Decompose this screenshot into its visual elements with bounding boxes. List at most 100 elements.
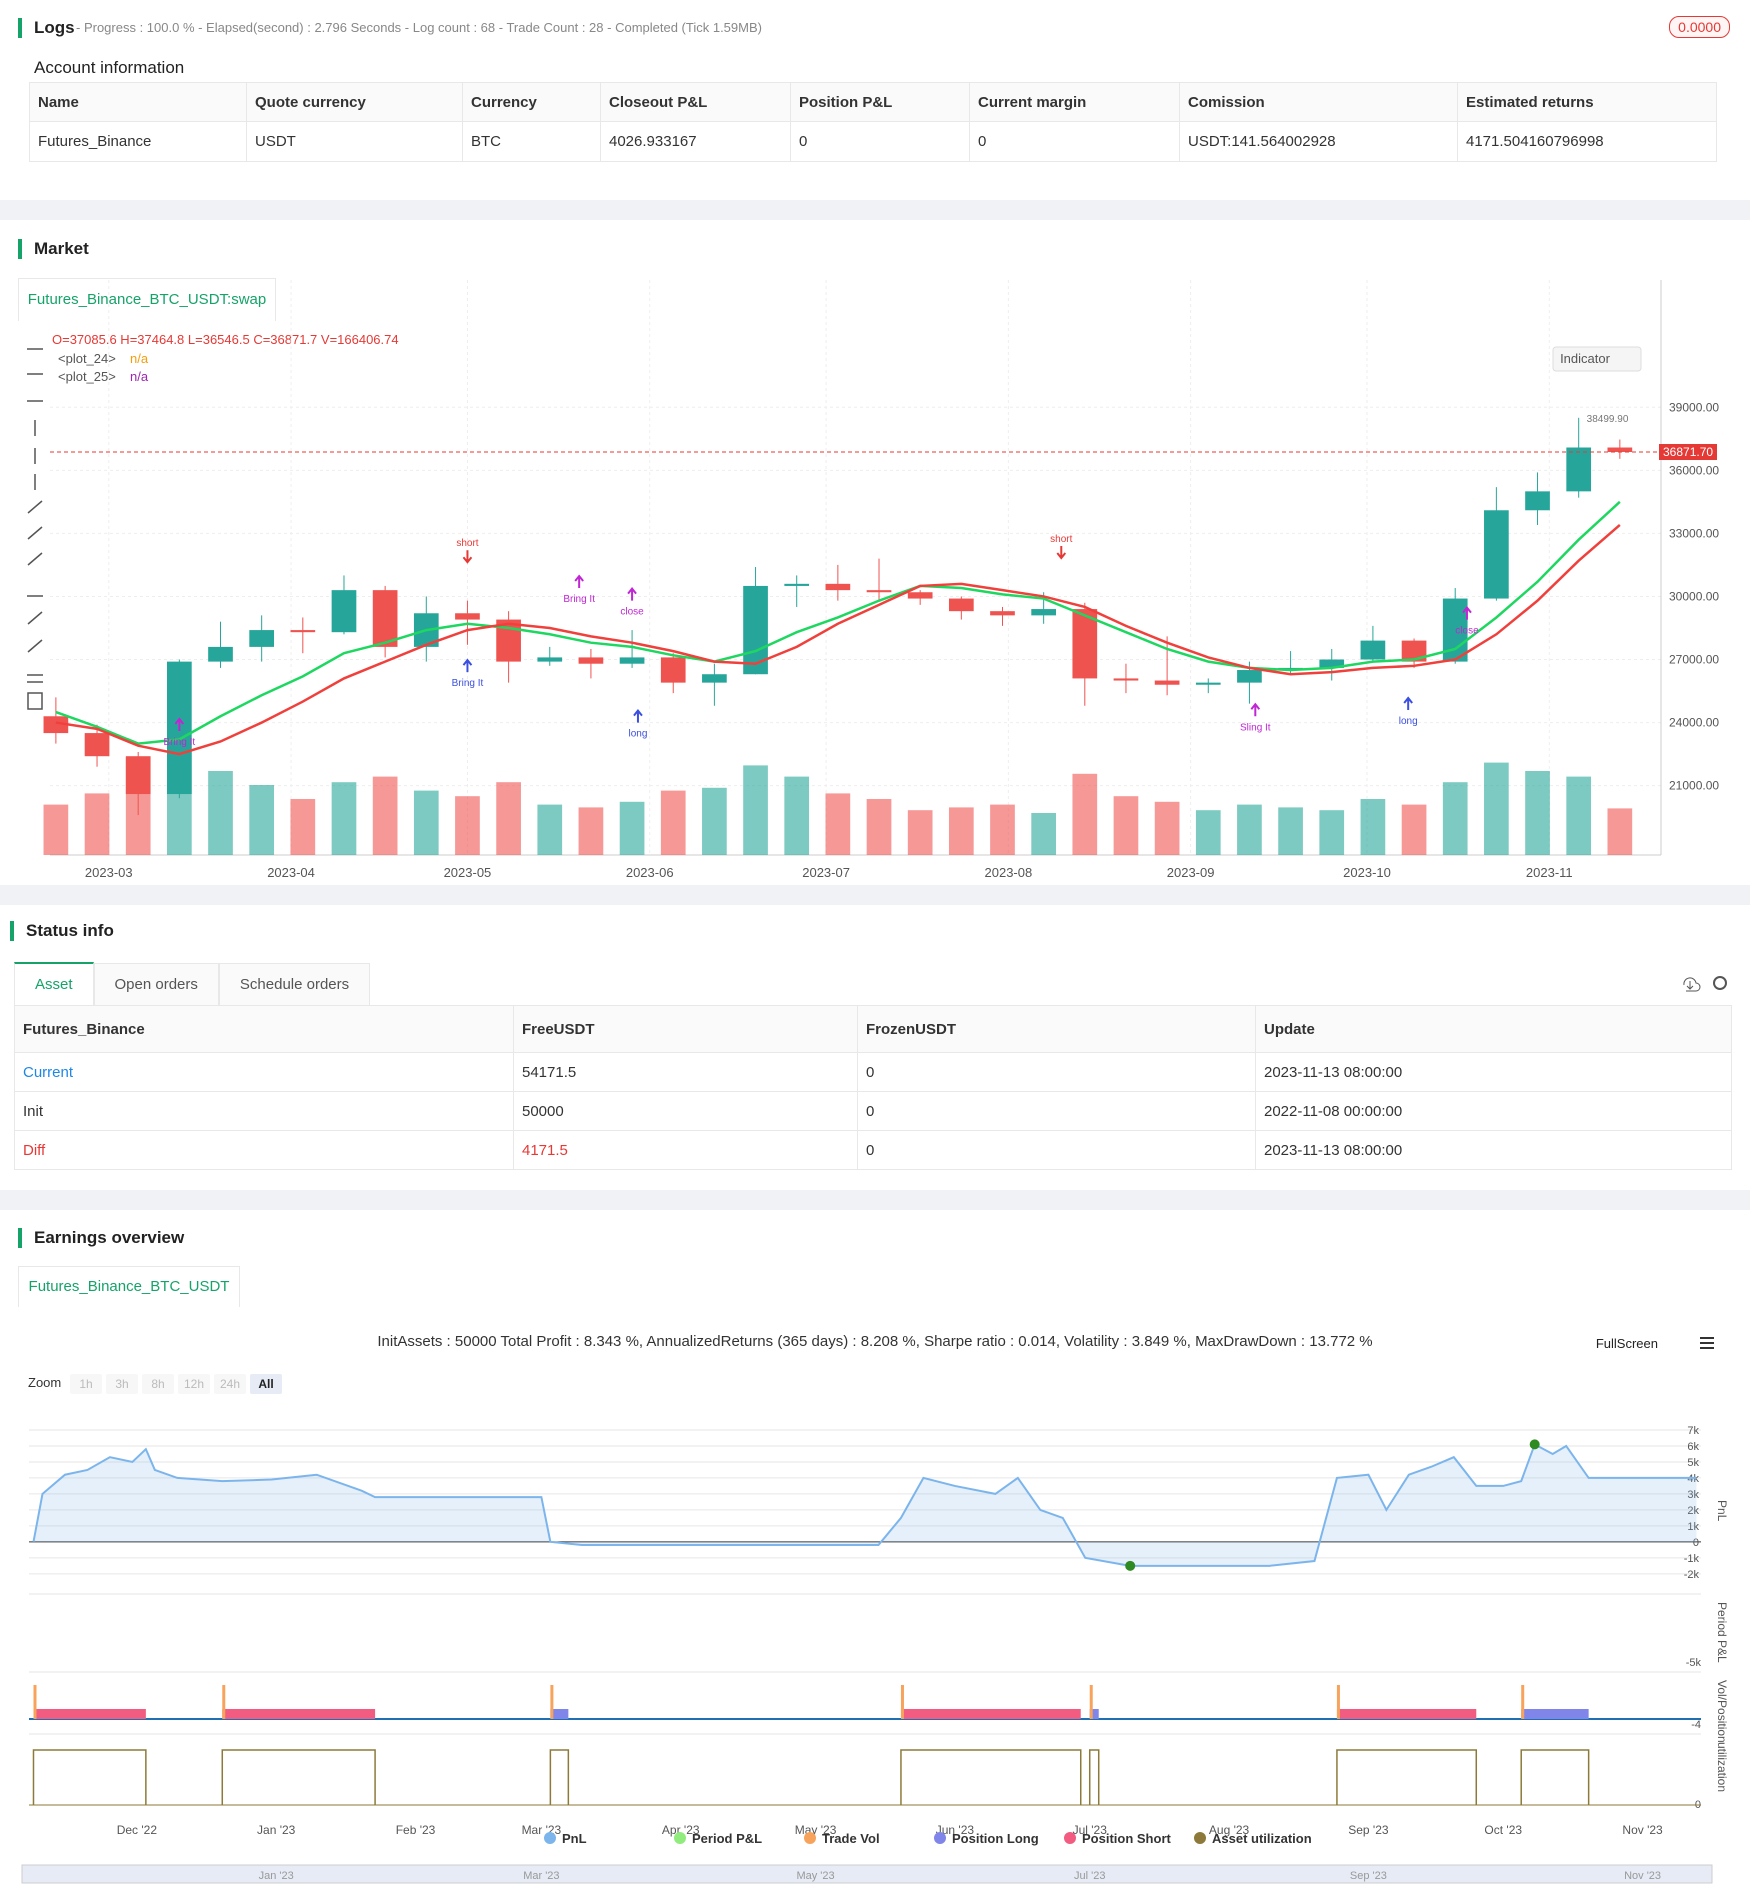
x-tick-label: 2023-04 <box>267 865 315 880</box>
status-tab[interactable]: Schedule orders <box>218 963 371 1006</box>
volume-bar <box>1525 771 1550 855</box>
x-tick-label: Sep '23 <box>1348 1823 1389 1837</box>
legend-marker[interactable] <box>804 1832 816 1844</box>
position-bar <box>1336 1709 1477 1719</box>
navigator-label: May '23 <box>796 1870 834 1882</box>
cell: Diff <box>14 1130 514 1170</box>
x-tick-label: May '23 <box>795 1823 837 1837</box>
market-tab[interactable]: Futures_Binance_BTC_USDT:swap <box>18 278 276 321</box>
x-tick-label: Oct '23 <box>1484 1823 1522 1837</box>
account-table-wrap: Name Quote currency Currency Closeout P&L Po… <box>29 82 1717 162</box>
legend-label[interactable]: Period P&L <box>692 1831 762 1846</box>
summary: InitAssets : 50000 Total Profit : 8.343 … <box>377 1333 1372 1350</box>
x-tick-label: Jan '23 <box>257 1823 296 1837</box>
legend-marker[interactable] <box>1064 1832 1076 1844</box>
status-tab[interactable]: Asset <box>14 962 94 1006</box>
x-tick-label: 2023-03 <box>85 865 133 880</box>
legend-value: n/a <box>130 369 149 384</box>
trade-vol-bar <box>1089 1685 1093 1719</box>
ohlc-text: O=37085.6 H=37464.8 L=36546.5 C=36871.7 … <box>52 332 399 347</box>
y-tick-label: 36000.00 <box>1669 463 1719 477</box>
volume-bar <box>1442 782 1468 855</box>
zoom-button[interactable] <box>178 1374 210 1394</box>
indicator-button[interactable] <box>1552 346 1642 372</box>
candle-body <box>1195 682 1221 685</box>
position-bar <box>1521 1709 1589 1719</box>
candle-body <box>331 590 357 633</box>
legend-label[interactable]: PnL <box>562 1831 587 1846</box>
fullscreen-label[interactable]: FullScreen <box>1596 1336 1658 1351</box>
header-cell: Estimated returns <box>1457 82 1717 122</box>
cell: 0 <box>857 1052 1256 1092</box>
legend-label[interactable]: Trade Vol <box>822 1831 880 1846</box>
volume-bar <box>372 776 398 855</box>
zoom-button[interactable] <box>250 1374 282 1394</box>
candle-body <box>660 657 686 683</box>
signal-arrow <box>1056 546 1067 560</box>
menu-icon[interactable] <box>1700 1337 1714 1349</box>
earnings-section: Earnings overview Futures_Binance_BTC_US… <box>0 1210 1750 1887</box>
signal-arrow <box>1250 702 1261 717</box>
candle-body <box>1072 609 1098 679</box>
signal-arrow <box>633 708 643 723</box>
zoom-button[interactable] <box>70 1374 102 1394</box>
status-section: Status info Asset Open orders Schedule ord… <box>0 905 1750 1190</box>
cell: 0 <box>857 1130 1256 1170</box>
utilization-step <box>549 1749 570 1805</box>
zoom-button[interactable] <box>142 1374 174 1394</box>
panel-tick: -4 <box>1691 1719 1701 1731</box>
y-tick-label: 2k <box>1687 1505 1699 1517</box>
legend-label[interactable]: Asset utilization <box>1212 1831 1312 1846</box>
legend-marker[interactable] <box>544 1832 556 1844</box>
download-icon[interactable] <box>1683 977 1701 992</box>
y-tick-label: 5k <box>1687 1457 1699 1469</box>
navigator-label: Nov '23 <box>1624 1870 1661 1882</box>
y-tick-label: 6k <box>1687 1441 1699 1453</box>
signal-arrow <box>1462 605 1472 620</box>
signal-label: Sling It <box>1240 722 1271 733</box>
x-tick-label: 2023-08 <box>985 865 1033 880</box>
header-cell: Name <box>29 82 247 122</box>
signal-label: close <box>1455 626 1479 637</box>
navigator[interactable] <box>21 1864 1713 1884</box>
zoom-label[interactable]: All <box>258 1377 273 1391</box>
legend-marker[interactable] <box>1194 1832 1206 1844</box>
zoom-label[interactable]: 8h <box>151 1377 164 1391</box>
settings-icon[interactable] <box>1713 976 1727 990</box>
legend-label[interactable]: Position Short <box>1082 1831 1172 1846</box>
cell: USDT <box>246 121 463 162</box>
signal-arrow <box>627 587 637 601</box>
zoom-label[interactable]: 3h <box>115 1377 128 1391</box>
volume-bar <box>660 790 686 855</box>
table: Futures_Binance FreeUSDT FrozenUSDT Update C… <box>14 1005 1732 1170</box>
x-tick-label: Feb '23 <box>396 1823 436 1837</box>
zoom-button[interactable] <box>214 1374 246 1394</box>
candle-body <box>1154 680 1180 685</box>
status-tab[interactable]: Open orders <box>93 963 219 1006</box>
navigator-label: Mar '23 <box>523 1870 559 1882</box>
zoom-button[interactable] <box>106 1374 138 1394</box>
utilization-step <box>900 1749 1082 1805</box>
legend-marker[interactable] <box>674 1832 686 1844</box>
signal-label: Bring It <box>563 594 595 605</box>
y-tick-label: 30000.00 <box>1669 589 1719 603</box>
zoom-label[interactable]: 24h <box>220 1377 240 1391</box>
x-tick-label: 2023-10 <box>1343 865 1391 880</box>
signal-label: long <box>629 729 648 740</box>
legend-marker[interactable] <box>934 1832 946 1844</box>
header-cell: Quote currency <box>246 82 463 122</box>
signal-arrow <box>574 574 584 589</box>
cell: 4171.504160796998 <box>1457 121 1717 162</box>
y-tick-label: 7k <box>1687 1425 1699 1437</box>
status-table-wrap: Futures_Binance FreeUSDT FrozenUSDT Update C… <box>14 1005 1732 1170</box>
row: Futures_Binance USDT BTC 4026.933167 0 0 USDT:… <box>29 121 1717 162</box>
candle-body <box>866 590 892 593</box>
volume-bar <box>413 790 439 855</box>
zoom-label[interactable]: 12h <box>184 1377 204 1391</box>
earnings-tab[interactable]: Futures_Binance_BTC_USDT <box>18 1266 240 1307</box>
legend-label[interactable]: Position Long <box>952 1831 1039 1846</box>
trade-vol-bar <box>222 1685 226 1719</box>
zoom-label[interactable]: 1h <box>79 1377 92 1391</box>
volume-bar <box>825 793 851 855</box>
